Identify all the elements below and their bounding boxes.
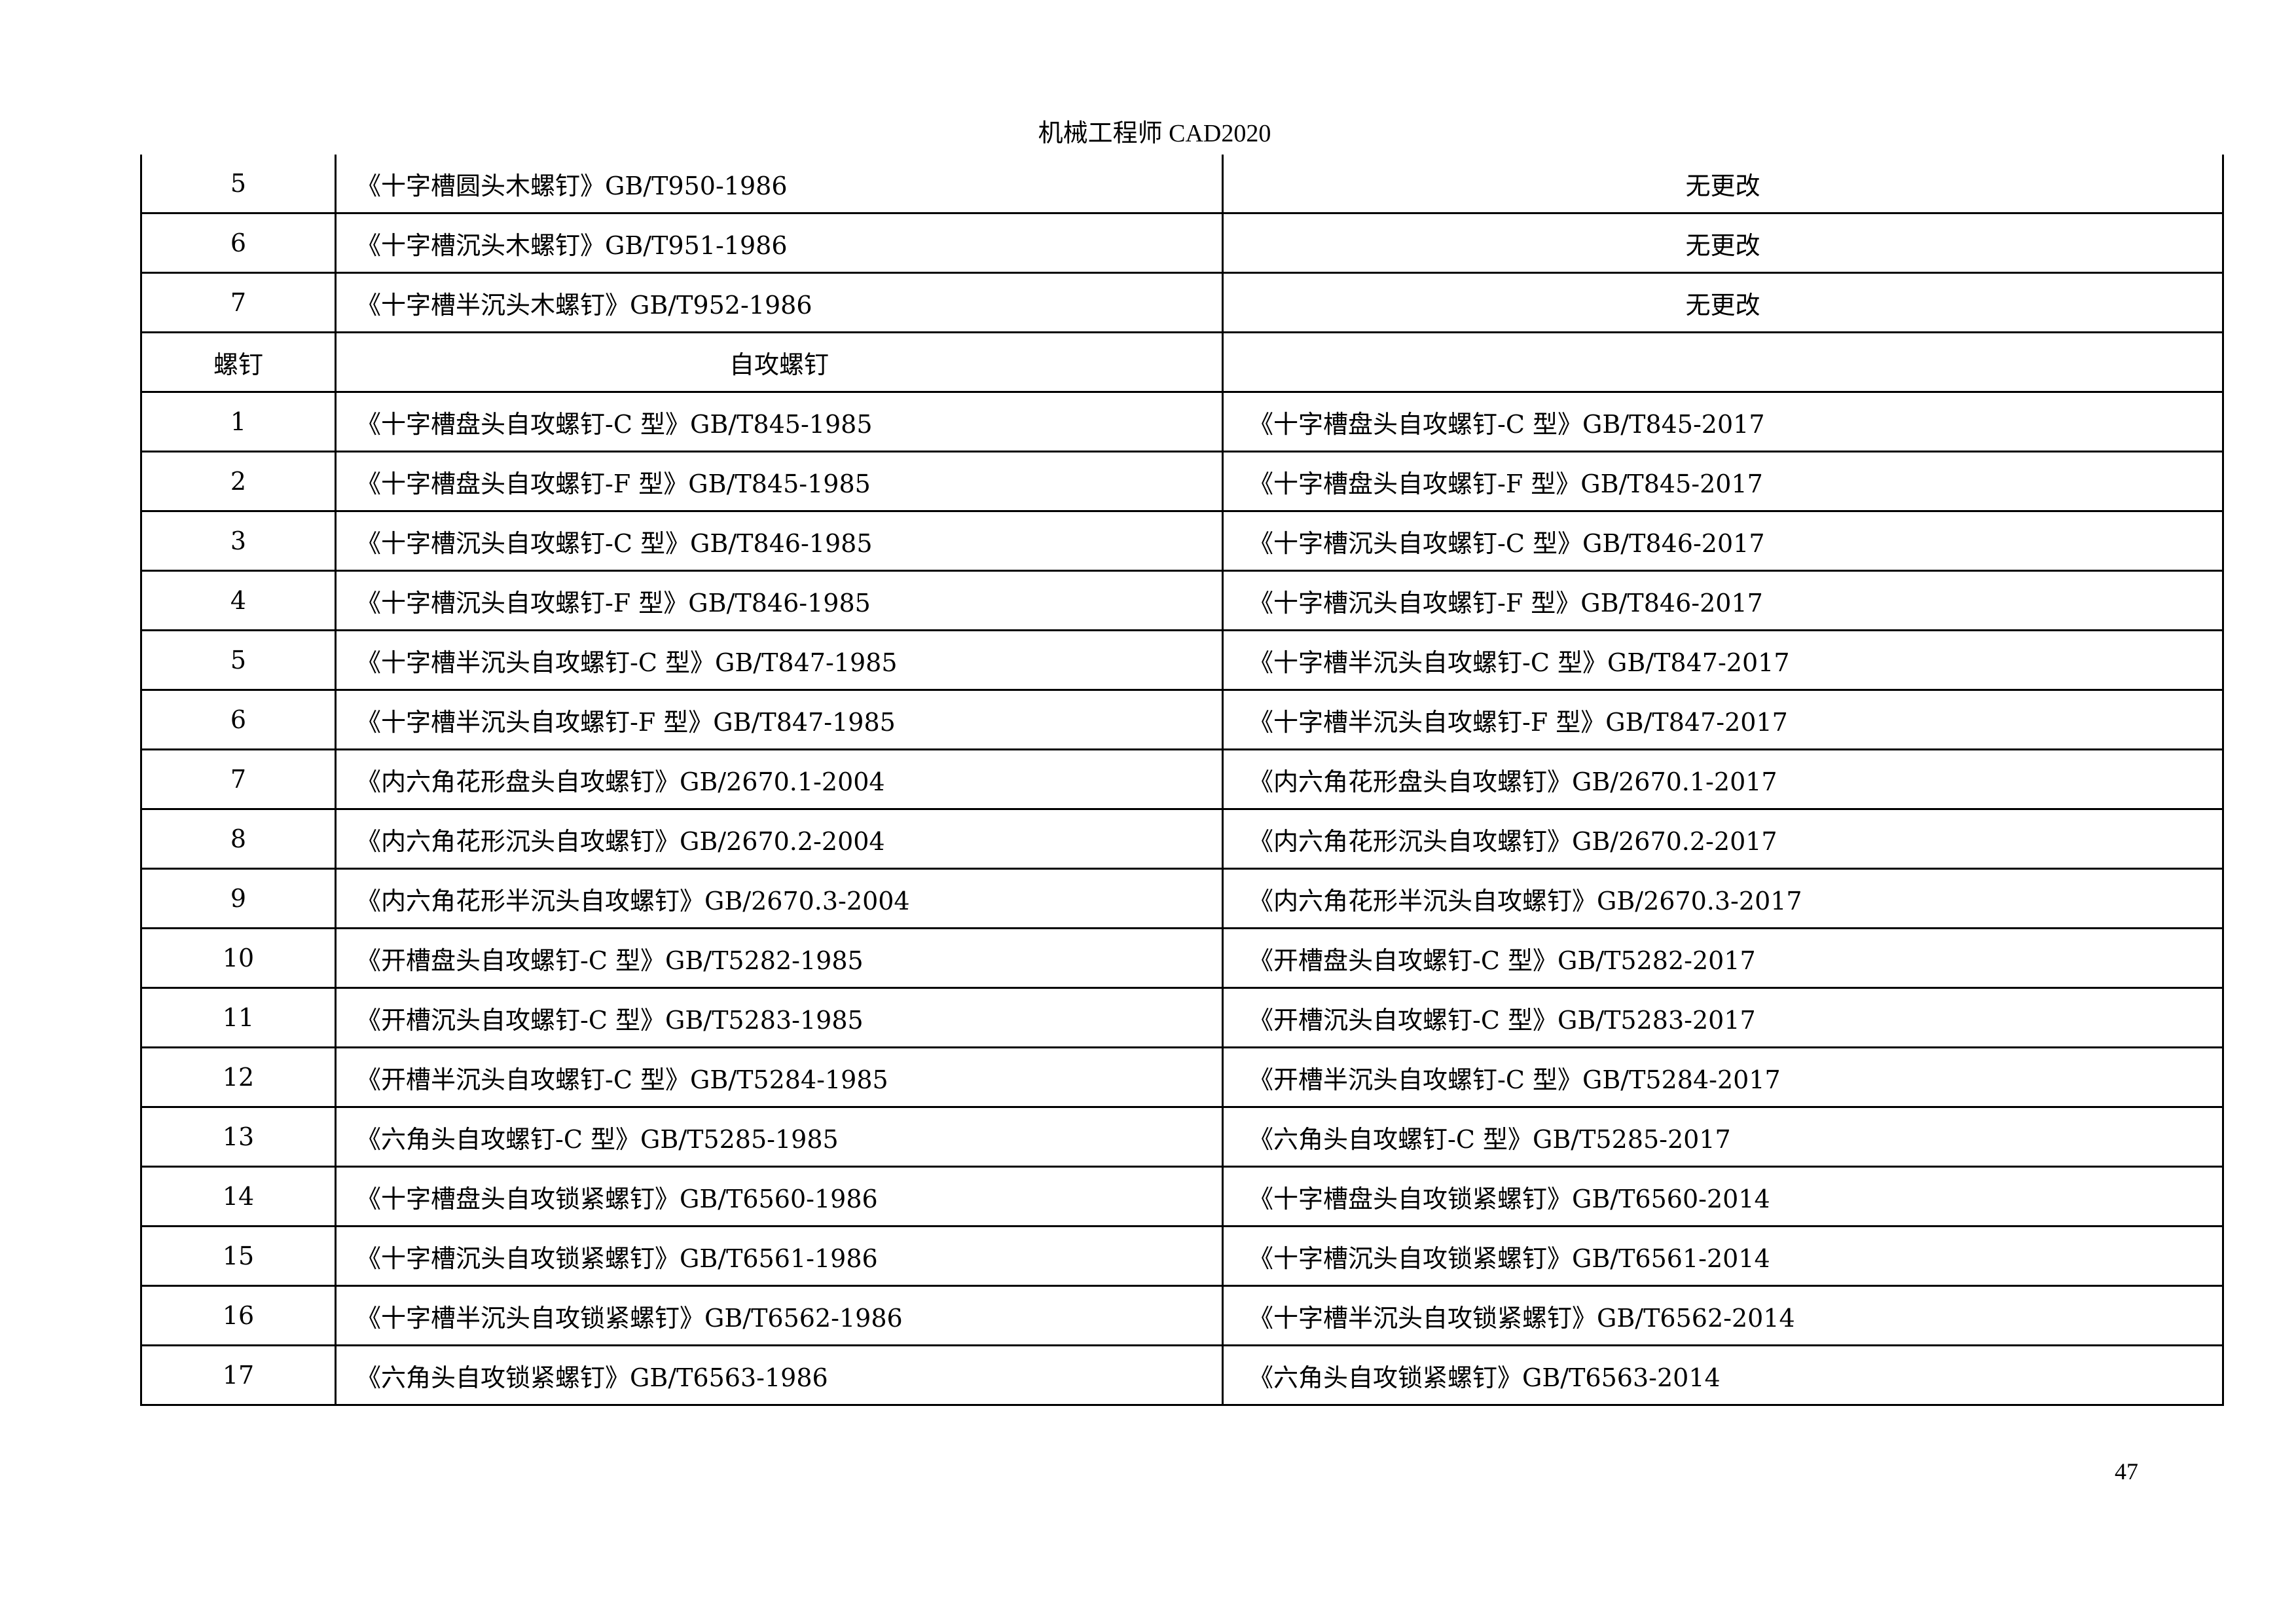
old-standard: 《内六角花形盘头自攻螺钉》GB/2670.1-2004 [335,748,1224,810]
table-row: 2 《十字槽盘头自攻螺钉-F 型》GB/T845-1985 《十字槽盘头自攻螺钉-F… [140,451,2224,512]
row-number: 13 [140,1106,337,1168]
new-standard: 《内六角花形沉头自攻螺钉》GB/2670.2-2017 [1222,808,2224,870]
row-number: 15 [140,1225,337,1287]
row-number: 8 [140,808,337,870]
new-standard: 无更改 [1222,272,2224,333]
old-standard: 《十字槽半沉头自攻螺钉-F 型》GB/T847-1985 [335,689,1224,750]
table-row: 5 《十字槽圆头木螺钉》GB/T950-1986 无更改 [140,155,2224,214]
table-row: 7 《十字槽半沉头木螺钉》GB/T952-1986 无更改 [140,272,2224,333]
row-number: 17 [140,1344,337,1406]
row-number: 5 [140,155,337,214]
table-row: 15 《十字槽沉头自攻锁紧螺钉》GB/T6561-1986 《十字槽沉头自攻锁紧螺钉… [140,1225,2224,1287]
new-standard: 《十字槽沉头自攻螺钉-C 型》GB/T846-2017 [1222,510,2224,572]
row-number: 1 [140,391,337,452]
row-number: 螺钉 [140,331,337,393]
row-number: 11 [140,987,337,1048]
new-standard: 《六角头自攻锁紧螺钉》GB/T6563-2014 [1222,1344,2224,1406]
row-number: 6 [140,689,337,750]
row-number: 6 [140,212,337,274]
row-number: 5 [140,629,337,691]
row-number: 7 [140,748,337,810]
new-standard: 《十字槽半沉头自攻螺钉-F 型》GB/T847-2017 [1222,689,2224,750]
row-number: 16 [140,1285,337,1346]
page-number: 47 [2115,1458,2138,1485]
table-row: 8 《内六角花形沉头自攻螺钉》GB/2670.2-2004 《内六角花形沉头自攻螺钉… [140,808,2224,870]
table-row: 16 《十字槽半沉头自攻锁紧螺钉》GB/T6562-1986 《十字槽半沉头自攻锁紧… [140,1285,2224,1346]
old-standard: 《开槽沉头自攻螺钉-C 型》GB/T5283-1985 [335,987,1224,1048]
old-standard: 《十字槽盘头自攻螺钉-C 型》GB/T845-1985 [335,391,1224,452]
new-standard: 《六角头自攻螺钉-C 型》GB/T5285-2017 [1222,1106,2224,1168]
new-standard: 《开槽半沉头自攻螺钉-C 型》GB/T5284-2017 [1222,1046,2224,1108]
table-row: 11 《开槽沉头自攻螺钉-C 型》GB/T5283-1985 《开槽沉头自攻螺钉-C… [140,987,2224,1048]
old-standard: 《十字槽半沉头木螺钉》GB/T952-1986 [335,272,1224,333]
row-number: 7 [140,272,337,333]
table-row: 螺钉 自攻螺钉 [140,331,2224,393]
new-standard: 无更改 [1222,212,2224,274]
row-number: 10 [140,927,337,989]
new-standard: 《十字槽沉头自攻锁紧螺钉》GB/T6561-2014 [1222,1225,2224,1287]
new-standard: 《开槽沉头自攻螺钉-C 型》GB/T5283-2017 [1222,987,2224,1048]
table-row: 6 《十字槽沉头木螺钉》GB/T951-1986 无更改 [140,212,2224,274]
old-standard: 《十字槽圆头木螺钉》GB/T950-1986 [335,155,1224,214]
table-row: 4 《十字槽沉头自攻螺钉-F 型》GB/T846-1985 《十字槽沉头自攻螺钉-F… [140,570,2224,631]
new-standard: 《内六角花形半沉头自攻螺钉》GB/2670.3-2017 [1222,868,2224,929]
old-standard: 《十字槽沉头自攻螺钉-C 型》GB/T846-1985 [335,510,1224,572]
table-row: 10 《开槽盘头自攻螺钉-C 型》GB/T5282-1985 《开槽盘头自攻螺钉-C… [140,927,2224,989]
old-standard: 《开槽盘头自攻螺钉-C 型》GB/T5282-1985 [335,927,1224,989]
old-standard: 《十字槽沉头木螺钉》GB/T951-1986 [335,212,1224,274]
row-number: 12 [140,1046,337,1108]
new-standard: 《十字槽盘头自攻螺钉-C 型》GB/T845-2017 [1222,391,2224,452]
old-standard: 《十字槽半沉头自攻锁紧螺钉》GB/T6562-1986 [335,1285,1224,1346]
new-standard: 《开槽盘头自攻螺钉-C 型》GB/T5282-2017 [1222,927,2224,989]
new-standard: 《十字槽盘头自攻螺钉-F 型》GB/T845-2017 [1222,451,2224,512]
table-row: 17 《六角头自攻锁紧螺钉》GB/T6563-1986 《六角头自攻锁紧螺钉》GB/… [140,1344,2224,1406]
new-standard: 《十字槽半沉头自攻锁紧螺钉》GB/T6562-2014 [1222,1285,2224,1346]
row-number: 3 [140,510,337,572]
new-standard: 无更改 [1222,155,2224,214]
table-row: 5 《十字槽半沉头自攻螺钉-C 型》GB/T847-1985 《十字槽半沉头自攻螺钉… [140,629,2224,691]
table-row: 6 《十字槽半沉头自攻螺钉-F 型》GB/T847-1985 《十字槽半沉头自攻螺钉… [140,689,2224,750]
row-number: 4 [140,570,337,631]
new-standard: 《十字槽沉头自攻螺钉-F 型》GB/T846-2017 [1222,570,2224,631]
table-row: 7 《内六角花形盘头自攻螺钉》GB/2670.1-2004 《内六角花形盘头自攻螺钉… [140,748,2224,810]
new-standard: 《十字槽盘头自攻锁紧螺钉》GB/T6560-2014 [1222,1166,2224,1227]
table-row: 3 《十字槽沉头自攻螺钉-C 型》GB/T846-1985 《十字槽沉头自攻螺钉-C… [140,510,2224,572]
old-standard: 《开槽半沉头自攻螺钉-C 型》GB/T5284-1985 [335,1046,1224,1108]
old-standard: 《十字槽盘头自攻螺钉-F 型》GB/T845-1985 [335,451,1224,512]
table-row: 13 《六角头自攻螺钉-C 型》GB/T5285-1985 《六角头自攻螺钉-C 型… [140,1106,2224,1168]
row-number: 14 [140,1166,337,1227]
old-standard: 《十字槽盘头自攻锁紧螺钉》GB/T6560-1986 [335,1166,1224,1227]
row-number: 2 [140,451,337,512]
new-standard: 《十字槽半沉头自攻螺钉-C 型》GB/T847-2017 [1222,629,2224,691]
row-number: 9 [140,868,337,929]
table-row: 12 《开槽半沉头自攻螺钉-C 型》GB/T5284-1985 《开槽半沉头自攻螺钉… [140,1046,2224,1108]
old-standard: 《六角头自攻螺钉-C 型》GB/T5285-1985 [335,1106,1224,1168]
table-row: 9 《内六角花形半沉头自攻螺钉》GB/2670.3-2004 《内六角花形半沉头自攻… [140,868,2224,929]
page-header: 机械工程师 CAD2020 [1038,120,1271,147]
old-standard: 《内六角花形沉头自攻螺钉》GB/2670.2-2004 [335,808,1224,870]
table-row: 14 《十字槽盘头自攻锁紧螺钉》GB/T6560-1986 《十字槽盘头自攻锁紧螺钉… [140,1166,2224,1227]
new-standard: 《内六角花形盘头自攻螺钉》GB/2670.1-2017 [1222,748,2224,810]
old-standard: 《十字槽沉头自攻螺钉-F 型》GB/T846-1985 [335,570,1224,631]
standards-table: 5 《十字槽圆头木螺钉》GB/T950-1986 无更改 6 《十字槽沉头木螺钉》GB/… [140,155,2224,1406]
table-row: 1 《十字槽盘头自攻螺钉-C 型》GB/T845-1985 《十字槽盘头自攻螺钉-C… [140,391,2224,452]
old-standard: 自攻螺钉 [335,331,1224,393]
old-standard: 《十字槽半沉头自攻螺钉-C 型》GB/T847-1985 [335,629,1224,691]
old-standard: 《六角头自攻锁紧螺钉》GB/T6563-1986 [335,1344,1224,1406]
old-standard: 《内六角花形半沉头自攻螺钉》GB/2670.3-2004 [335,868,1224,929]
old-standard: 《十字槽沉头自攻锁紧螺钉》GB/T6561-1986 [335,1225,1224,1287]
new-standard [1222,331,2224,393]
